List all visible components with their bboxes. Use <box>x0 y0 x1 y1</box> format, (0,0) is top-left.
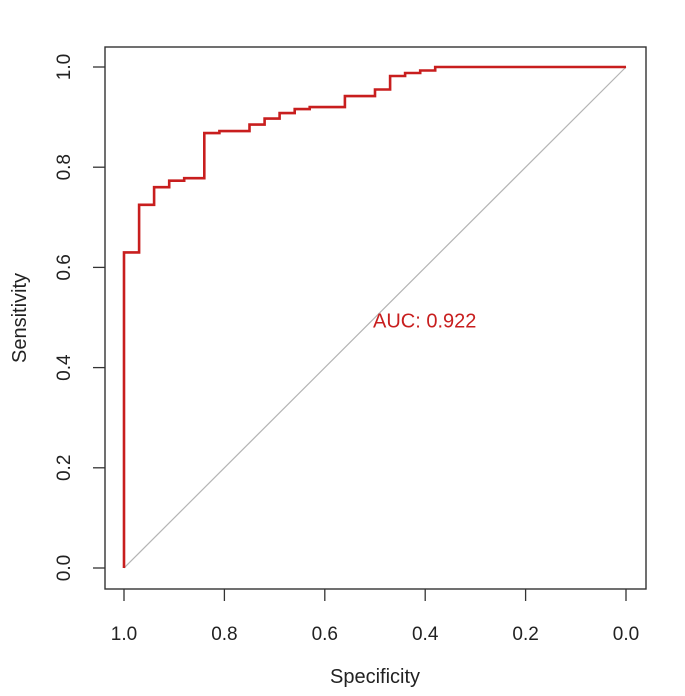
auc-annotation: AUC: 0.922 <box>373 311 476 333</box>
y-tick-label: 0.4 <box>54 354 75 381</box>
y-axis: 0.0 0.2 0.4 0.6 0.8 1.0 <box>54 54 105 581</box>
x-tick-label: 0.8 <box>211 624 237 645</box>
y-tick-label: 1.0 <box>54 54 75 80</box>
y-tick-label: 0.8 <box>54 154 75 180</box>
x-tick-label: 0.2 <box>512 624 538 645</box>
reference-diagonal <box>123 66 627 569</box>
y-tick-label: 0.2 <box>54 455 75 481</box>
plot-frame <box>104 46 647 590</box>
roc-curve <box>122 65 626 568</box>
x-tick-label: 1.0 <box>111 624 137 645</box>
x-tick-label: 0.6 <box>312 624 338 645</box>
y-axis-title: Sensitivity <box>9 273 31 363</box>
x-tick-label: 0.0 <box>613 624 639 645</box>
y-tick-label: 0.0 <box>54 555 75 581</box>
x-axis: 1.0 0.8 0.6 0.4 0.2 0.0 <box>111 589 639 645</box>
x-axis-title: Specificity <box>330 666 420 688</box>
y-tick-label: 0.6 <box>54 254 75 280</box>
x-tick-label: 0.4 <box>412 624 439 645</box>
